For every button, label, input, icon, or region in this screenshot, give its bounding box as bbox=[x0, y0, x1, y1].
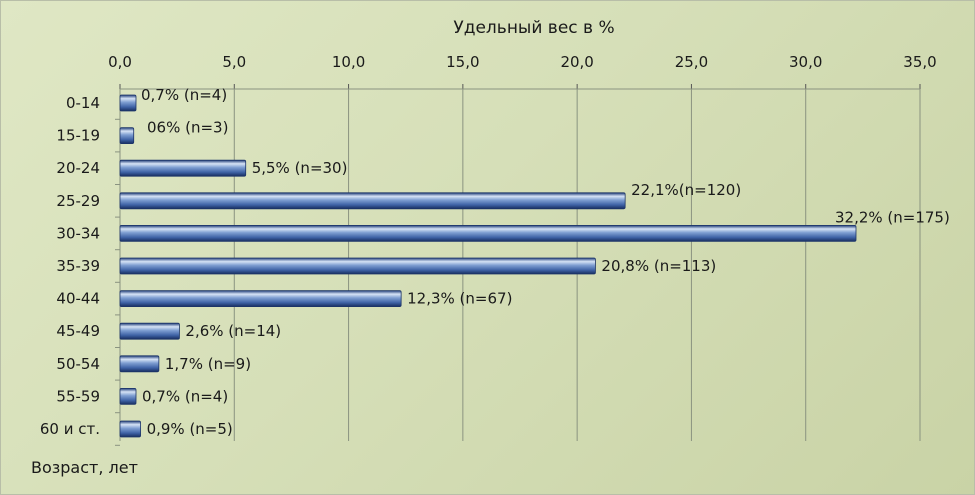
x-axis-ticks: 0,0 5,0 10,0 15,0 20,0 25,0 30,0 35,0 bbox=[108, 53, 937, 71]
data-label: 06% (n=3) bbox=[147, 119, 228, 137]
x-tick-label: 30,0 bbox=[789, 53, 822, 71]
bar bbox=[119, 94, 137, 112]
category-label: 30-34 bbox=[56, 224, 100, 242]
y-axis-label: Возраст, лет bbox=[31, 458, 138, 477]
category-label: 40-44 bbox=[56, 290, 100, 308]
data-label: 2,6% (n=14) bbox=[185, 322, 281, 340]
category-label: 50-54 bbox=[56, 355, 100, 373]
x-tick-label: 25,0 bbox=[675, 53, 708, 71]
category-label: 60 и ст. bbox=[40, 420, 100, 438]
x-tick-label: 0,0 bbox=[108, 53, 132, 71]
category-label: 20-24 bbox=[56, 159, 100, 177]
category-label: 25-29 bbox=[56, 192, 100, 210]
data-label: 22,1%(n=120) bbox=[631, 181, 741, 199]
x-tick-label: 5,0 bbox=[222, 53, 246, 71]
y-axis-categories: 0-14 15-19 20-24 25-29 30-34 35-39 40-44 45-49 5… bbox=[40, 94, 100, 438]
bar bbox=[119, 387, 137, 405]
data-label: 20,8% (n=113) bbox=[601, 257, 716, 275]
bar bbox=[119, 290, 402, 308]
category-label: 35-39 bbox=[56, 257, 100, 275]
category-label: 45-49 bbox=[56, 322, 100, 340]
bar bbox=[119, 159, 247, 177]
data-labels: 0,7% (n=4) 06% (n=3) 5,5% (n=30) 22,1%(n=12… bbox=[141, 86, 950, 438]
data-label: 12,3% (n=67) bbox=[407, 290, 512, 308]
bar bbox=[119, 127, 135, 144]
x-tick-label: 15,0 bbox=[446, 53, 479, 71]
category-label: 15-19 bbox=[56, 127, 100, 145]
bars bbox=[119, 94, 857, 438]
data-label: 32,2% (n=175) bbox=[835, 208, 950, 226]
bar bbox=[119, 355, 160, 373]
x-tick-label: 10,0 bbox=[332, 53, 365, 71]
x-tick-label: 20,0 bbox=[560, 53, 593, 71]
bar bbox=[119, 322, 180, 340]
x-tick-label: 35,0 bbox=[903, 53, 936, 71]
category-label: 0-14 bbox=[66, 94, 100, 112]
data-label: 5,5% (n=30) bbox=[252, 159, 348, 177]
data-label: 0,9% (n=5) bbox=[147, 420, 233, 438]
data-label: 0,7% (n=4) bbox=[141, 86, 227, 104]
bar bbox=[119, 420, 141, 438]
bar bbox=[119, 224, 857, 242]
bar bbox=[119, 257, 596, 275]
data-label: 0,7% (n=4) bbox=[142, 387, 228, 405]
chart-title: Удельный вес в % bbox=[453, 18, 614, 38]
bar bbox=[119, 192, 626, 210]
category-label: 55-59 bbox=[56, 387, 100, 405]
data-label: 1,7% (n=9) bbox=[165, 355, 251, 373]
